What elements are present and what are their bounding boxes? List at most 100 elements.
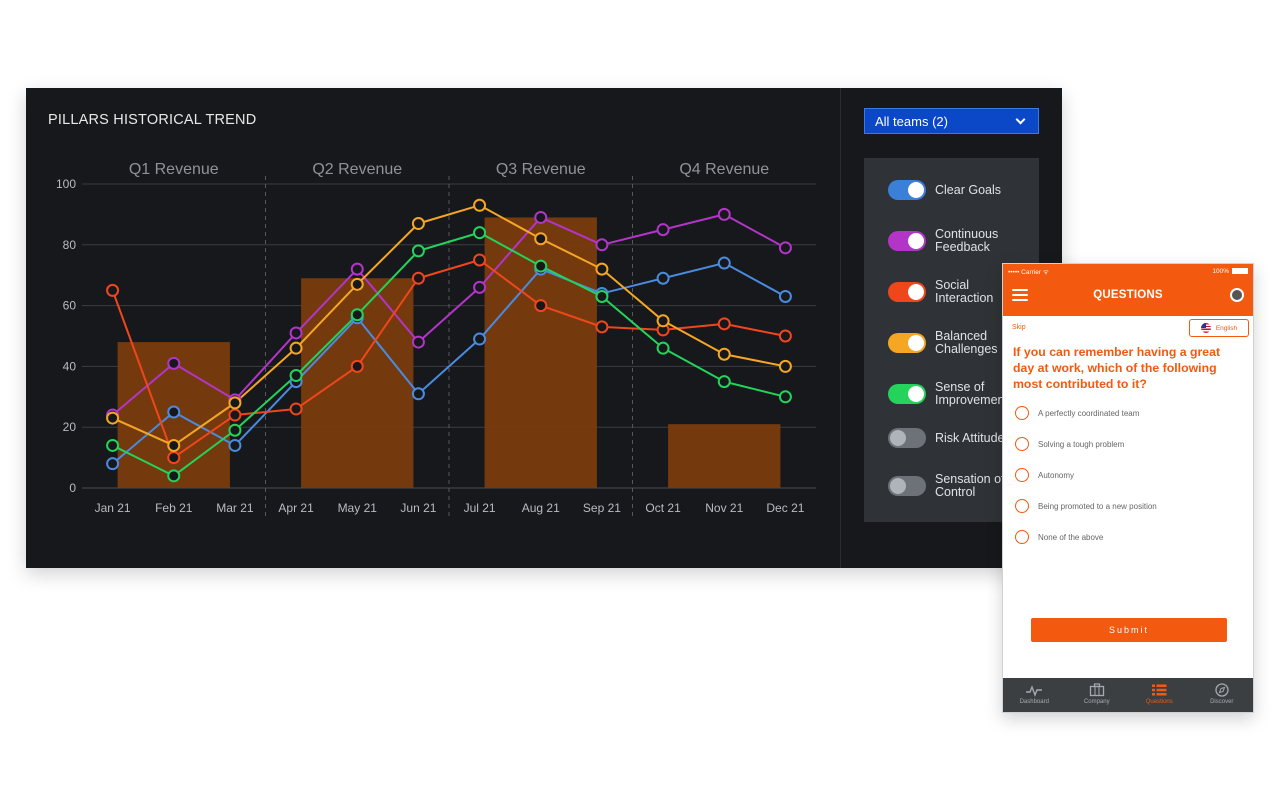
quarter-label: Q3 Revenue [496,161,586,178]
data-point [167,356,181,370]
data-point [167,469,181,483]
data-point [228,396,242,410]
data-point [167,451,181,465]
list-icon [1151,683,1167,697]
data-point [167,438,181,452]
y-tick-label: 0 [69,481,76,495]
tab-bar: Dashboard Company Questions Discover [1003,678,1254,712]
radio-button[interactable] [1015,530,1029,544]
status-bar: ••••• Carrier ᯤ 100% [1003,264,1253,278]
chart-title: PILLARS HISTORICAL TREND [48,112,257,128]
answer-option[interactable]: Being promoted to a new position [1015,499,1157,513]
data-point [228,408,242,422]
data-point [534,232,548,246]
toggle-switch[interactable] [888,180,926,200]
radio-button[interactable] [1015,406,1029,420]
toggle-switch[interactable] [888,282,926,302]
option-label: Solving a tough problem [1038,439,1125,449]
data-point [106,283,120,297]
skip-link[interactable]: Skip [1012,324,1026,331]
data-point [778,289,792,303]
data-point [228,438,242,452]
battery-icon [1232,267,1248,274]
radio-button[interactable] [1015,437,1029,451]
toggle-knob [890,430,906,446]
data-point [106,438,120,452]
submit-button[interactable]: Submit [1031,618,1227,642]
legend-label: Continuous Feedback [935,227,999,254]
trend-chart: 0 20 40 60 80 100 Q1 Revenue Q2 Revenue Q3 Reven… [56,161,816,518]
data-point [350,262,364,276]
data-point [411,271,425,285]
menu-icon[interactable] [1012,289,1028,302]
question-text: If you can remember having a great day a… [1013,345,1221,391]
data-point [411,335,425,349]
radio-button[interactable] [1015,499,1029,513]
x-tick-label: Nov 21 [705,501,743,515]
answer-option[interactable]: Autonomy [1015,468,1074,482]
mobile-app-screen: ••••• Carrier ᯤ 100% QUESTIONS Skip Engl… [1002,263,1254,713]
toggle-knob [908,335,924,351]
data-point [350,277,364,291]
data-point [656,223,670,237]
data-point [778,359,792,373]
legend-toggle-item[interactable]: Social Interaction [888,279,1039,305]
series-line [112,204,786,447]
toggle-switch[interactable] [888,428,926,448]
data-point [778,329,792,343]
legend-label: Sensation of Control [935,472,1005,499]
tab-discover[interactable]: Discover [1191,678,1254,712]
tab-company[interactable]: Company [1066,678,1129,712]
x-tick-label: Apr 21 [278,501,314,515]
series-line [111,213,786,416]
answer-option[interactable]: Solving a tough problem [1015,437,1124,451]
legend-label: Risk Attitude [935,430,1005,445]
data-point [289,402,303,416]
x-tick-label: Dec 21 [766,501,804,515]
us-flag-icon [1200,323,1211,333]
chevron-down-icon [1015,114,1026,124]
data-point [473,253,487,267]
legend-toggle-item[interactable]: Risk Attitude [888,428,1039,448]
legend-toggle-item[interactable]: Sensation of Control [888,473,1039,499]
y-tick-label: 100 [56,177,76,191]
toggle-switch[interactable] [888,231,926,251]
data-point [411,244,425,258]
data-point [350,359,364,373]
data-point [534,259,548,273]
legend-label: Clear Goals [935,182,1001,197]
option-label: Autonomy [1038,470,1075,480]
tab-label: Dashboard [1019,699,1049,705]
legend-toggle-item[interactable]: Balanced Challenges [888,330,1039,356]
team-select[interactable]: All teams (2) [864,108,1039,134]
toggle-switch[interactable] [888,476,926,496]
toggle-switch[interactable] [888,384,926,404]
answer-option[interactable]: A perfectly coordinated team [1015,406,1139,420]
app-bar: QUESTIONS [1003,278,1253,316]
carrier-text: ••••• Carrier ᯤ [1008,268,1049,276]
data-point [289,369,303,383]
data-point [717,347,731,361]
data-point [534,299,548,313]
y-tick-label: 40 [63,359,77,373]
answer-option[interactable]: None of the above [1015,530,1103,544]
legend-toggle-item[interactable]: Clear Goals [888,180,1039,200]
legend-label: Balanced Challenges [935,329,998,356]
legend-toggle-item[interactable]: Sense of Improvement [888,381,1039,407]
tab-questions[interactable]: Questions [1128,678,1191,712]
compass-icon [1214,683,1230,697]
radio-button[interactable] [1015,468,1029,482]
tab-label: Questions [1145,699,1173,705]
tab-dashboard[interactable]: Dashboard [1003,678,1066,712]
data-point [717,317,731,331]
language-button[interactable]: English [1189,319,1249,337]
avatar[interactable] [1230,288,1244,302]
data-point [228,423,242,437]
y-tick-label: 80 [63,238,77,252]
data-point [473,280,487,294]
toggle-switch[interactable] [888,333,926,353]
data-point [595,262,609,276]
option-label: Being promoted to a new position [1038,501,1157,511]
x-tick-label: Oct 21 [645,501,681,515]
legend-toggle-item[interactable]: Continuous Feedback [888,228,1039,254]
